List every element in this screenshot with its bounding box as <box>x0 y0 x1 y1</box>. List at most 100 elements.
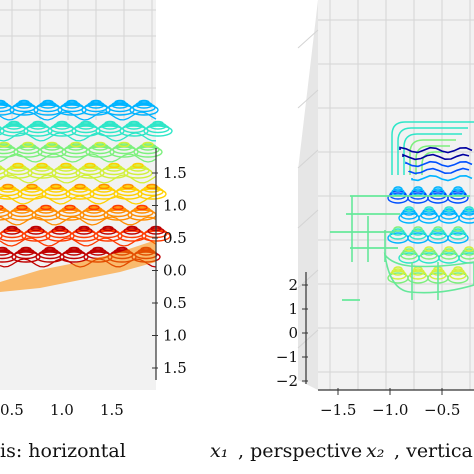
right-contour-ring <box>433 186 443 192</box>
right-contour-surface <box>330 121 474 301</box>
left-x-tick-label: 0.5 <box>0 401 24 419</box>
left-contour-ring <box>70 141 82 148</box>
left-contour-ring <box>8 120 20 127</box>
left-contour-ring <box>95 185 113 193</box>
left-contour-ring <box>135 101 153 109</box>
left-contour-ring <box>136 204 148 211</box>
right-side-grid-line <box>297 329 319 349</box>
left-contour-ring <box>0 165 3 171</box>
left-contour-ring <box>53 122 71 130</box>
left-contour-ring <box>80 120 92 127</box>
left-contour-ring <box>123 227 141 235</box>
right-contour-ring <box>402 208 416 216</box>
right-contour-ring <box>451 188 465 196</box>
right-contour-cup <box>391 121 474 175</box>
left-contour-ring <box>126 225 138 232</box>
left-contour-ring <box>42 99 54 106</box>
right-x-tick-labels: −1.5 −1.0 −0.5 <box>320 388 460 419</box>
right-contour-inner <box>405 160 473 168</box>
left-contour-ring <box>15 101 33 109</box>
left-contour-ring <box>16 204 28 211</box>
left-contour-ring <box>12 162 24 169</box>
right-z-tick-label: 2 <box>288 276 298 294</box>
right-contour-ring <box>433 226 443 232</box>
left-contour-ring <box>0 99 6 106</box>
left-contour-band <box>0 174 157 184</box>
left-contour-ring <box>37 206 55 214</box>
right-contour-ring <box>442 248 456 256</box>
right-contour-inner <box>399 146 473 154</box>
right-side-pane <box>298 0 318 390</box>
left-contour-ring <box>0 185 17 193</box>
left-contour-ring <box>27 227 45 235</box>
right-contour-ring <box>424 246 434 252</box>
right-contour-ring <box>444 246 454 252</box>
left-contour-ring <box>126 165 150 176</box>
right-side-grid-line <box>297 269 319 289</box>
left-contour-ring <box>94 141 106 148</box>
right-contour-ring <box>458 212 474 224</box>
left-contour-ring <box>46 141 58 148</box>
left-contour-ring <box>9 164 27 172</box>
left-contour-ring <box>18 99 30 106</box>
left-contour-ring <box>140 186 164 197</box>
left-contour-ring <box>139 143 157 151</box>
right-contour-cup <box>409 139 456 175</box>
left-contour-ring <box>78 225 90 232</box>
right-contour-ring <box>404 246 414 252</box>
right-z-tick-label: −1 <box>276 348 298 366</box>
left-contour-ring <box>6 225 18 232</box>
left-contour-ring <box>0 248 11 256</box>
right-contour-ring <box>422 208 436 216</box>
right-side-grid-line <box>297 209 319 229</box>
left-contour-ring <box>0 143 13 151</box>
right-contour-ring <box>402 248 416 256</box>
left-contour-ring <box>108 162 120 169</box>
left-contour-ring <box>68 246 80 253</box>
left-contour-ring <box>19 143 37 151</box>
left-contour-ring <box>149 122 167 130</box>
right-contour-bottom <box>383 252 474 294</box>
left-contour-ring <box>43 143 61 151</box>
right-x-tick-label: −1.5 <box>320 401 356 419</box>
left-contour-band <box>0 195 157 205</box>
left-contour-ring <box>66 99 78 106</box>
left-contour-ring <box>101 122 119 130</box>
right-contour-ring <box>462 248 474 256</box>
left-x-tick-label: 1.5 <box>100 401 124 419</box>
left-contour-ring <box>5 122 23 130</box>
right-contour-inner <box>408 167 470 175</box>
right-z-tick-label: −2 <box>276 372 298 390</box>
left-contour-ring <box>0 101 9 109</box>
left-contour-ring <box>57 164 75 172</box>
left-contour-ring <box>133 206 151 214</box>
left-contour-ring <box>91 143 109 151</box>
left-contour-ring <box>60 162 72 169</box>
left-z-tick-label: 0.0 <box>163 262 187 280</box>
left-z-tick-label: 1.0 <box>163 197 187 215</box>
right-contour-ring <box>447 272 469 284</box>
left-contour-ring <box>138 99 150 106</box>
left-3d-plot: 1.5 1.0 0.5 0.0 0.5 1.0 1.5 0.5 1.0 1.5 <box>0 0 187 419</box>
left-contour-band <box>0 216 157 226</box>
right-contour-ring <box>424 206 434 212</box>
left-contour-ring <box>36 162 48 169</box>
left-surface-front-edge <box>0 240 156 292</box>
left-contour-ring <box>142 141 154 148</box>
right-gridlines <box>297 0 474 390</box>
right-contour-ring <box>464 246 474 252</box>
right-x-tick-label: −1.0 <box>372 401 408 419</box>
right-z-tick-label: 0 <box>288 324 298 342</box>
left-contour-ring <box>32 120 44 127</box>
left-contour-ring <box>17 248 35 256</box>
right-contour-ring <box>393 226 403 232</box>
right-contour-ring <box>431 228 445 236</box>
left-contour-ring <box>67 143 85 151</box>
left-contour-ring <box>112 204 124 211</box>
left-contour-ring <box>85 206 103 214</box>
left-contour-ring <box>0 141 10 148</box>
left-contour-ring <box>99 227 117 235</box>
right-contour-ring <box>404 206 414 212</box>
caption-x2: x₂ <box>366 440 385 462</box>
left-contour-ring <box>63 101 81 109</box>
